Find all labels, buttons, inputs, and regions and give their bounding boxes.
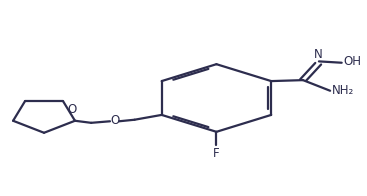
Text: OH: OH (344, 55, 361, 68)
Text: NH₂: NH₂ (332, 84, 354, 97)
Text: O: O (110, 114, 119, 127)
Text: O: O (67, 103, 77, 116)
Text: N: N (314, 48, 323, 61)
Text: F: F (213, 147, 220, 160)
